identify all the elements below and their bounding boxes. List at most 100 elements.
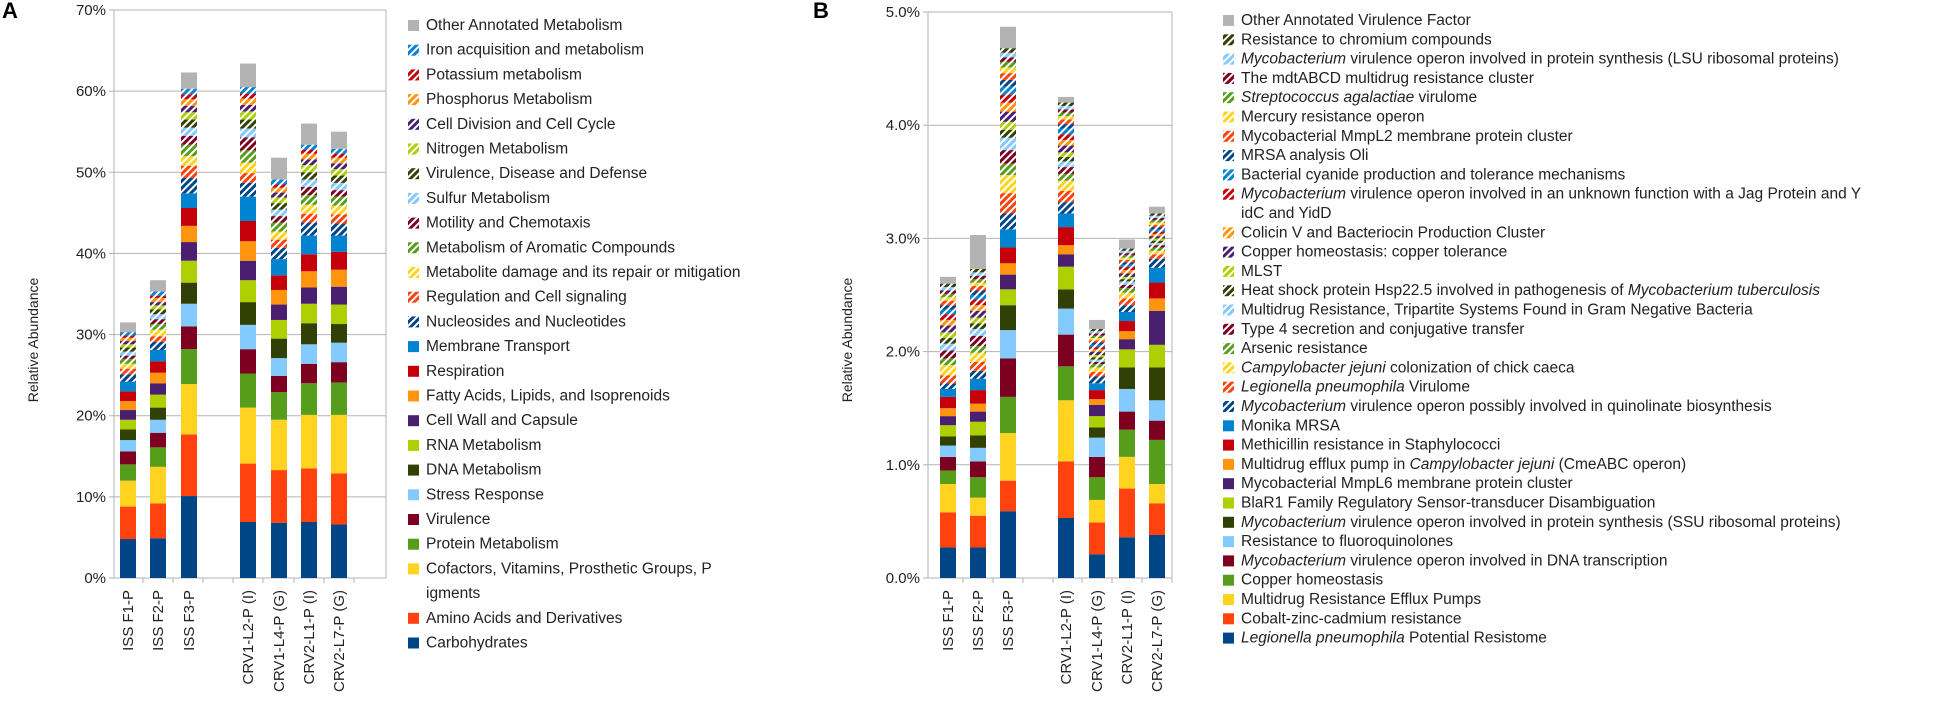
bar-segment-phosphorus-metabolism <box>240 98 256 105</box>
bar-segment-fatty-acids-lipids-and-isoprenoids <box>301 271 317 288</box>
legend-swatch <box>1223 111 1234 123</box>
legend-label: RNA Metabolism <box>426 437 541 454</box>
legend-label: Arsenic resistance <box>1241 340 1368 357</box>
bar-segment-mercury-resistance-operon <box>1000 67 1016 74</box>
legend-label: Metabolite damage and its repair or miti… <box>426 264 740 281</box>
bar-segment-type-4-secretion-and-conjugative-transfer <box>970 335 986 346</box>
legend-label: Iron acquisition and metabolism <box>426 42 644 59</box>
legend-swatch <box>1223 15 1234 26</box>
bar-segment-respiration <box>271 275 287 290</box>
legend-label: Metabolism of Aromatic Compounds <box>426 239 675 256</box>
legend-item-other-annotated-metabolism: Other Annotated Metabolism <box>408 17 622 34</box>
legend-swatch <box>408 217 419 229</box>
bar-segment-blar1-family-regulatory-sensor-transducer-disambiguation <box>1149 344 1165 368</box>
legend-label: Membrane Transport <box>426 338 571 355</box>
bar-segment-rna-metabolism <box>181 260 197 283</box>
bar-segment-mlst <box>1119 276 1135 280</box>
x-tick-label: CRV1-L2-P (I) <box>1058 590 1075 684</box>
bar-segment-methicillin-resistance-in-staphylococci <box>1119 321 1135 332</box>
bar-segment-copper-homeostasis <box>1119 429 1135 457</box>
bar-segment-dna-metabolism <box>240 302 256 325</box>
y-tick-label: 1.0% <box>886 457 920 474</box>
bar-segment-fatty-acids-lipids-and-isoprenoids <box>181 225 197 243</box>
bar-segment-copper-homeostasis <box>1089 477 1105 500</box>
bar-segment-carbohydrates <box>150 538 166 578</box>
bar-segment-metabolism-of-aromatic-compounds <box>150 324 166 330</box>
y-tick-label: 5.0% <box>886 4 920 21</box>
bar-segment-multidrug-resistance-tripartite-systems-found-in-gram-negative-bacteria <box>1119 281 1135 285</box>
bar-stack-crv1-l4-p-g <box>271 157 287 578</box>
legend-label: Mycobacterial MmpL6 membrane protein clu… <box>1241 475 1573 492</box>
legend-label: Legionella pneumophila Virulome <box>1241 379 1470 396</box>
bar-segment-colicin-v-and-bacteriocin-production-cluster <box>1089 349 1105 352</box>
bar-stack-crv1-l2-p-i <box>1058 96 1074 578</box>
bar-segment-multidrug-efflux-pump-in-campylobacter-jejuni-cmeabc-operon <box>1149 298 1165 311</box>
x-ticks-a: ISS F1-P ISS F2-P ISS F3-P CRV1-L2-P (I) CRV… <box>120 578 355 692</box>
bar-segment-resistance-to-fluoroquinolones <box>1089 437 1105 457</box>
bar-segment-mycobacterial-mmpl2-membrane-protein-cluster <box>940 300 956 306</box>
bar-segment-phosphorus-metabolism <box>301 153 317 160</box>
bar-segment-blar1-family-regulatory-sensor-transducer-disambiguation <box>970 421 986 436</box>
legend-label: Nucleosides and Nucleotides <box>426 313 626 330</box>
bar-stack-iss-f1-p <box>120 322 136 578</box>
bar-segment-protein-metabolism <box>271 392 287 420</box>
bar-segment-protein-metabolism <box>240 373 256 408</box>
bars-a <box>120 63 347 578</box>
bar-segment-iron-acquisition-and-metabolism <box>331 148 347 154</box>
bar-segment-multidrug-resistance-tripartite-systems-found-in-gram-negative-bacteria <box>1149 242 1165 246</box>
bar-segment-bacterial-cyanide-production-and-tolerance-mechanisms <box>1000 86 1016 95</box>
bar-segment-heat-shock-protein-hsp22-5-involved-in-pathogenesis-of-mycobacterium-tuberculosis <box>940 338 956 344</box>
bar-segment-cell-wall-and-capsule <box>120 410 136 420</box>
bar-segment-type-4-secretion-and-conjugative-transfer <box>1149 245 1165 248</box>
bar-segment-copper-homeostasis <box>1149 439 1165 485</box>
bar-segment-cobalt-zinc-cadmium-resistance <box>940 512 956 548</box>
legend-swatch <box>408 118 419 130</box>
bar-segment-multidrug-resistance-tripartite-systems-found-in-gram-negative-bacteria <box>1058 161 1074 168</box>
bar-segment-metabolite-damage-and-its-repair-or-mitigation <box>271 231 287 240</box>
bar-segment-respiration <box>240 220 256 242</box>
bar-segment-nitrogen-metabolism <box>150 305 166 310</box>
bar-segment-type-4-secretion-and-conjugative-transfer <box>940 350 956 359</box>
bar-segment-arsenic-resistance <box>970 345 986 353</box>
legend-item-amino-acids-and-derivatives: Amino Acids and Derivatives <box>408 610 623 627</box>
legend-item-bacterial-cyanide-production-and-tolerance-mechanisms: Bacterial cyanide production and toleran… <box>1223 166 1626 183</box>
legend-item-legionella-pneumophila-virulome: Legionella pneumophila Virulome <box>1223 379 1470 396</box>
bar-segment-mycobacterium-virulence-operon-involved-in-an-unknown-function-with-a-jag-protein-and-yidc-and-yidd <box>970 299 986 306</box>
bar-segment-mycobacterium-virulence-operon-involved-in-protein-synthesis-lsu-ribosomal-proteins <box>940 287 956 291</box>
x-tick-label: CRV2-L1-P (I) <box>1119 590 1136 684</box>
legend-label: Phosphorus Metabolism <box>426 91 592 108</box>
bar-segment-regulation-and-cell-signaling <box>301 213 317 223</box>
legend-item-copper-homeostasis-copper-tolerance: Copper homeostasis: copper tolerance <box>1223 244 1507 261</box>
bar-segment-protein-metabolism <box>181 349 197 385</box>
bar-segment-iron-acquisition-and-metabolism <box>150 291 166 296</box>
bar-segment-other-annotated-virulence-factor <box>940 276 956 284</box>
legend-label: Cofactors, Vitamins, Prosthetic Groups, … <box>426 560 712 577</box>
bar-segment-nucleosides-and-nucleotides <box>150 341 166 350</box>
bar-segment-mycobacterium-virulence-operon-involved-in-an-unknown-function-with-a-jag-protein-and-yidc-and-yidd <box>1089 347 1105 350</box>
bar-segment-mycobacterial-mmpl2-membrane-protein-cluster <box>1058 119 1074 125</box>
legend-item-copper-homeostasis: Copper homeostasis <box>1223 572 1383 589</box>
bar-segment-virulence <box>301 363 317 384</box>
bar-segment-heat-shock-protein-hsp22-5-involved-in-pathogenesis-of-mycobacterium-tuberculosis <box>1119 279 1135 282</box>
x-tick-label: ISS F2-P <box>970 590 987 651</box>
bar-segment-multidrug-efflux-pump-in-campylobacter-jejuni-cmeabc-operon <box>1119 331 1135 340</box>
bar-segment-membrane-transport <box>271 259 287 276</box>
bar-segment-legionella-pneumophila-virulome <box>1089 371 1105 377</box>
bar-segment-nitrogen-metabolism <box>240 111 256 120</box>
legend-swatch <box>408 143 419 155</box>
bar-segment-arsenic-resistance <box>1000 163 1016 176</box>
bar-segment-arsenic-resistance <box>1149 247 1165 251</box>
legend-label: Copper homeostasis <box>1241 572 1383 589</box>
bar-segment-other-annotated-virulence-factor <box>1058 96 1074 103</box>
bar-segment-multidrug-resistance-efflux-pumps <box>1149 484 1165 504</box>
legend-swatch <box>408 489 419 501</box>
bar-segment-dna-metabolism <box>271 338 287 359</box>
bar-segment-colicin-v-and-bacteriocin-production-cluster <box>1149 233 1165 237</box>
bar-segment-blar1-family-regulatory-sensor-transducer-disambiguation <box>1089 416 1105 428</box>
bar-segment-copper-homeostasis-copper-tolerance <box>970 310 986 318</box>
legend-swatch <box>1223 34 1234 46</box>
legend-item-stress-response: Stress Response <box>408 486 544 503</box>
bar-segment-heat-shock-protein-hsp22-5-involved-in-pathogenesis-of-mycobacterium-tuberculosis <box>1089 357 1105 360</box>
legend-swatch <box>1223 265 1234 277</box>
